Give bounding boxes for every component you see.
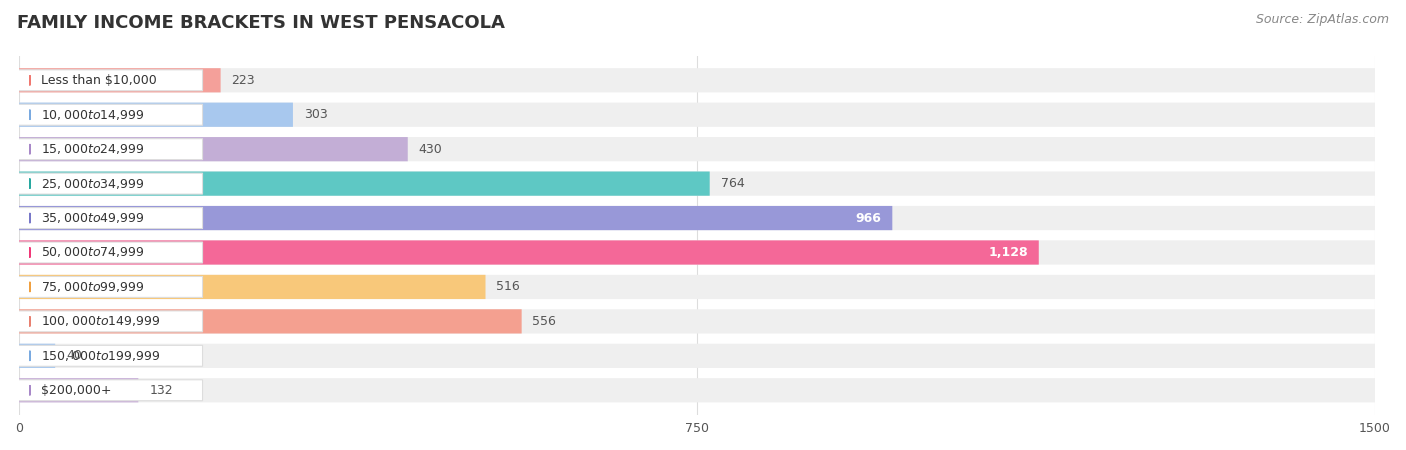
Text: $15,000 to $24,999: $15,000 to $24,999 bbox=[41, 142, 145, 156]
FancyBboxPatch shape bbox=[20, 344, 1375, 368]
FancyBboxPatch shape bbox=[17, 242, 202, 263]
FancyBboxPatch shape bbox=[17, 380, 202, 401]
FancyBboxPatch shape bbox=[17, 311, 202, 332]
Text: 516: 516 bbox=[496, 280, 520, 293]
FancyBboxPatch shape bbox=[20, 309, 1375, 333]
Text: $100,000 to $149,999: $100,000 to $149,999 bbox=[41, 315, 160, 328]
FancyBboxPatch shape bbox=[20, 68, 221, 92]
Text: $35,000 to $49,999: $35,000 to $49,999 bbox=[41, 211, 145, 225]
FancyBboxPatch shape bbox=[17, 207, 202, 229]
Text: Less than $10,000: Less than $10,000 bbox=[41, 74, 156, 87]
FancyBboxPatch shape bbox=[20, 344, 55, 368]
Text: 40: 40 bbox=[66, 349, 82, 362]
Text: 132: 132 bbox=[149, 384, 173, 397]
FancyBboxPatch shape bbox=[20, 240, 1375, 265]
FancyBboxPatch shape bbox=[17, 276, 202, 297]
FancyBboxPatch shape bbox=[20, 137, 1375, 161]
FancyBboxPatch shape bbox=[20, 378, 138, 402]
Text: 966: 966 bbox=[856, 212, 882, 225]
FancyBboxPatch shape bbox=[20, 309, 522, 333]
FancyBboxPatch shape bbox=[20, 103, 292, 127]
Text: 764: 764 bbox=[720, 177, 744, 190]
FancyBboxPatch shape bbox=[20, 240, 1039, 265]
FancyBboxPatch shape bbox=[20, 137, 408, 161]
FancyBboxPatch shape bbox=[17, 104, 202, 125]
Text: $150,000 to $199,999: $150,000 to $199,999 bbox=[41, 349, 160, 363]
FancyBboxPatch shape bbox=[17, 70, 202, 91]
FancyBboxPatch shape bbox=[20, 68, 1375, 92]
Text: $200,000+: $200,000+ bbox=[41, 384, 111, 397]
FancyBboxPatch shape bbox=[17, 345, 202, 366]
FancyBboxPatch shape bbox=[17, 139, 202, 160]
Text: $75,000 to $99,999: $75,000 to $99,999 bbox=[41, 280, 145, 294]
Text: 1,128: 1,128 bbox=[988, 246, 1028, 259]
Text: $10,000 to $14,999: $10,000 to $14,999 bbox=[41, 108, 145, 122]
FancyBboxPatch shape bbox=[17, 173, 202, 194]
FancyBboxPatch shape bbox=[20, 275, 1375, 299]
Text: FAMILY INCOME BRACKETS IN WEST PENSACOLA: FAMILY INCOME BRACKETS IN WEST PENSACOLA bbox=[17, 14, 505, 32]
Text: 303: 303 bbox=[304, 108, 328, 121]
Text: 556: 556 bbox=[533, 315, 557, 328]
FancyBboxPatch shape bbox=[20, 206, 1375, 230]
Text: $50,000 to $74,999: $50,000 to $74,999 bbox=[41, 246, 145, 260]
FancyBboxPatch shape bbox=[20, 171, 1375, 196]
FancyBboxPatch shape bbox=[20, 378, 1375, 402]
Text: $25,000 to $34,999: $25,000 to $34,999 bbox=[41, 176, 145, 191]
Text: Source: ZipAtlas.com: Source: ZipAtlas.com bbox=[1256, 14, 1389, 27]
Text: 430: 430 bbox=[419, 143, 443, 156]
FancyBboxPatch shape bbox=[20, 206, 893, 230]
FancyBboxPatch shape bbox=[20, 171, 710, 196]
FancyBboxPatch shape bbox=[20, 103, 1375, 127]
Text: 223: 223 bbox=[232, 74, 254, 87]
FancyBboxPatch shape bbox=[20, 275, 485, 299]
